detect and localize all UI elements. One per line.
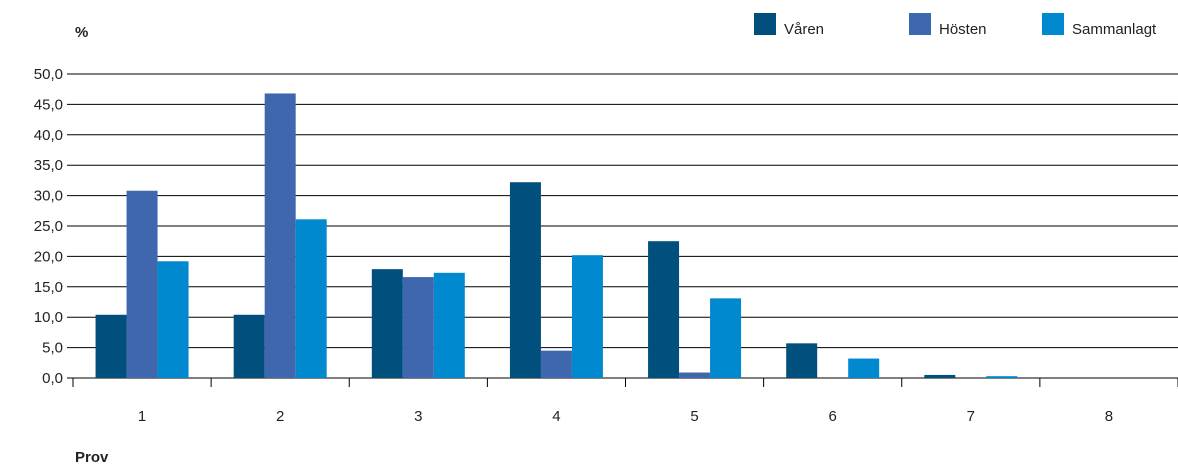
legend-label: Våren <box>784 21 824 38</box>
legend-swatch <box>754 13 776 35</box>
y-tick-label: 50,0 <box>34 66 63 83</box>
gridlines <box>67 73 1178 379</box>
legend-swatch <box>909 13 931 35</box>
x-tick-label: 1 <box>138 408 146 425</box>
bar <box>371 269 403 378</box>
y-axis-ticks: 0,0 5,0 10,0 15,0 20,0 25,0 30,0 35,0 40,0 45,0 50… <box>34 66 63 387</box>
y-tick-label: 45,0 <box>34 96 63 113</box>
x-axis-title: Prov <box>75 449 109 466</box>
y-tick-label: 35,0 <box>34 157 63 174</box>
legend: Våren Hösten Sammanlagt <box>754 13 1157 38</box>
bar <box>924 374 956 378</box>
legend-label: Hösten <box>939 21 987 38</box>
y-tick-label: 30,0 <box>34 188 63 205</box>
bar <box>295 219 327 378</box>
x-tick-label: 4 <box>552 408 560 425</box>
bar <box>786 343 818 378</box>
bar <box>848 358 880 378</box>
bar <box>95 314 127 378</box>
bar <box>157 261 189 378</box>
x-tick-label: 8 <box>1105 408 1113 425</box>
x-tick-label: 7 <box>967 408 975 425</box>
bar <box>540 350 572 378</box>
x-axis: 1 2 3 4 5 6 7 8 <box>72 378 1178 425</box>
legend-swatch <box>1042 13 1064 35</box>
bar <box>571 255 603 378</box>
x-tick-label: 5 <box>690 408 698 425</box>
bar <box>264 93 296 379</box>
x-tick-label: 6 <box>829 408 837 425</box>
bar <box>402 277 434 378</box>
y-axis-title: % <box>75 24 88 41</box>
bar <box>126 190 158 378</box>
y-tick-label: 25,0 <box>34 218 63 235</box>
y-tick-label: 15,0 <box>34 279 63 296</box>
y-tick-label: 10,0 <box>34 309 63 326</box>
bar <box>509 182 541 378</box>
x-tick-label: 2 <box>276 408 284 425</box>
y-tick-label: 5,0 <box>42 340 63 357</box>
bar <box>710 298 742 378</box>
bar <box>986 376 1018 378</box>
y-tick-label: 20,0 <box>34 248 63 265</box>
y-tick-label: 0,0 <box>42 370 63 387</box>
bar <box>648 241 680 378</box>
bar <box>233 314 265 378</box>
legend-label: Sammanlagt <box>1072 21 1157 38</box>
y-tick-label: 40,0 <box>34 127 63 144</box>
x-tick-label: 3 <box>414 408 422 425</box>
bar <box>679 372 711 378</box>
bars <box>95 93 1018 379</box>
bar <box>433 272 465 378</box>
